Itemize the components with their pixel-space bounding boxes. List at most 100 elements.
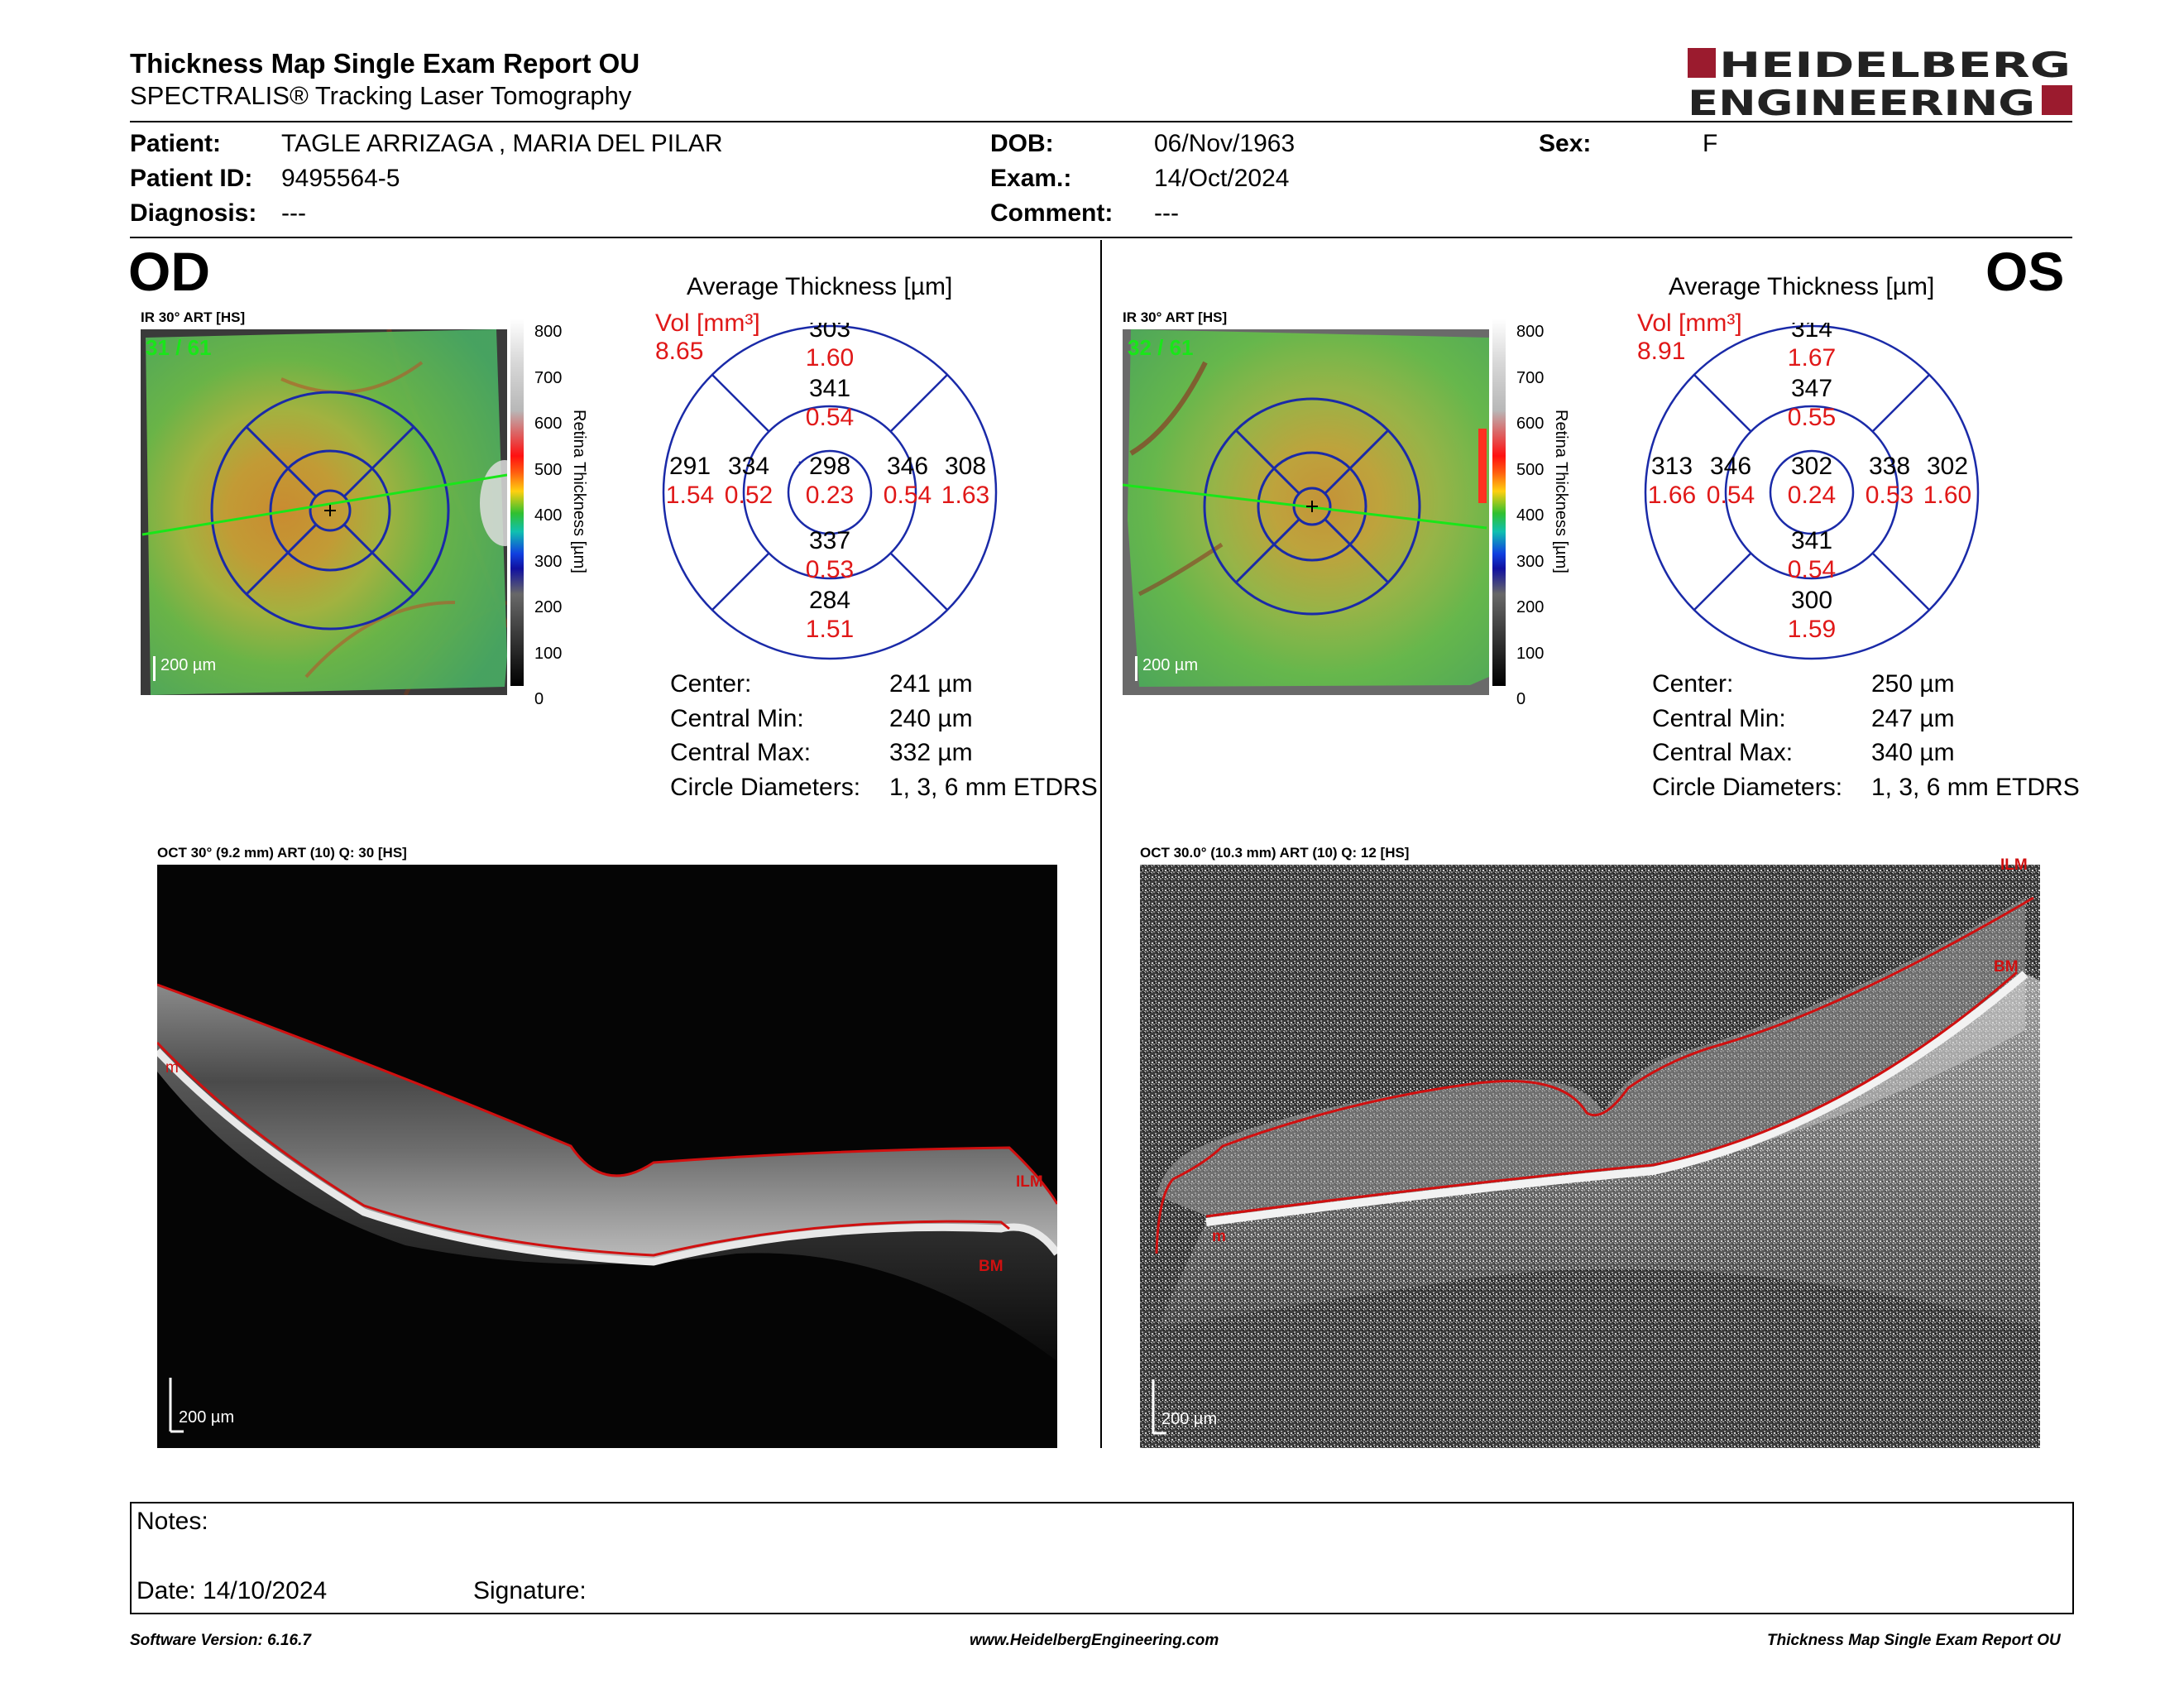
od-inner-superior: 341	[809, 375, 850, 402]
logo-line2: ENGINEERING	[1688, 83, 2035, 120]
od-inner-inferior-vol: 0.53	[806, 556, 854, 583]
od-outer-temporal-vol: 1.54	[666, 482, 714, 509]
patient-name: TAGLE ARRIZAGA , MARIA DEL PILAR	[281, 130, 723, 157]
os-scale-label: 200 µm	[1142, 656, 1199, 674]
os-inner-inferior-vol: 0.54	[1788, 556, 1836, 583]
os-max-label: Central Max:	[1652, 739, 1794, 766]
od-scale-bar	[153, 656, 156, 681]
od-vol-label: Vol [mm³]	[655, 309, 760, 337]
od-ilm-line	[157, 983, 1057, 1205]
os-bm-line	[1205, 971, 2018, 1218]
dob-value: 06/Nov/1963	[1154, 130, 1296, 157]
os-colorbar	[1492, 319, 1506, 686]
os-outer-temporal-vol: 1.66	[1648, 482, 1696, 509]
od-vol-total: 8.65	[655, 338, 704, 365]
os-inner-superior: 347	[1791, 375, 1832, 402]
os-avg-title: Average Thickness [µm]	[1669, 273, 1935, 300]
od-inner-nasal-vol: 0.54	[884, 482, 932, 509]
os-colorbar-title: Retina Thickness [µm]	[1552, 410, 1570, 573]
od-diam-label: Circle Diameters:	[670, 774, 861, 801]
od-outer-inferior-vol: 1.51	[806, 616, 854, 643]
od-oct-scale: 200 µm	[179, 1408, 235, 1427]
od-inner-superior-vol: 0.54	[806, 404, 854, 431]
footer-report-name: Thickness Map Single Exam Report OU	[1767, 1632, 2061, 1649]
od-outer-nasal-vol: 1.63	[941, 482, 989, 509]
od-inner-temporal: 334	[728, 453, 769, 480]
od-scan-line	[141, 473, 507, 536]
os-bm-label: BM	[1994, 958, 2019, 976]
od-scale-label: 200 µm	[160, 656, 217, 674]
report-title: Thickness Map Single Exam Report OU	[130, 48, 640, 79]
od-center-label: Center:	[670, 670, 752, 698]
header-rule	[130, 121, 2072, 122]
od-inner-inferior: 337	[809, 527, 850, 554]
dob-label: DOB:	[990, 130, 1054, 157]
os-min-label: Central Min:	[1652, 705, 1786, 732]
od-inner-temporal-vol: 0.52	[725, 482, 773, 509]
od-min-value: 240 µm	[889, 705, 973, 732]
os-inner-temporal-vol: 0.54	[1707, 482, 1755, 509]
os-scale-bar	[1135, 656, 1138, 681]
od-frame-count: 31 / 61	[146, 335, 212, 360]
os-max-value: 340 µm	[1871, 739, 1955, 766]
od-etdrs-overlay	[141, 391, 507, 631]
od-outer-superior: 303	[809, 323, 850, 343]
od-max-label: Central Max:	[670, 739, 812, 766]
patient-label: Patient:	[130, 130, 222, 157]
comment-label: Comment:	[990, 199, 1114, 227]
os-inner-nasal: 338	[1869, 453, 1910, 480]
os-oct-scale: 200 µm	[1161, 1410, 1218, 1428]
od-m-label: m	[165, 1059, 179, 1077]
od-outer-superior-vol: 1.60	[806, 344, 854, 372]
os-etdrs-grid: 314 1.67 347 0.55 313 1.66 346 0.54 302 …	[1644, 323, 1980, 660]
heidelberg-logo: HEIDELBERG ENGINEERING	[1688, 46, 2072, 120]
patient-id: 9495564-5	[281, 165, 400, 192]
os-vol-label: Vol [mm³]	[1637, 309, 1742, 337]
od-outer-nasal: 308	[945, 453, 986, 480]
od-inner-nasal: 346	[887, 453, 928, 480]
od-outer-temporal: 291	[669, 453, 711, 480]
os-colorbar-ticks: 800 700 600 500 400 300 200 100 0	[1516, 323, 1545, 708]
od-etdrs-grid: 303 1.60 341 0.54 291 1.54 334 0.52 298 …	[662, 323, 998, 660]
os-fundus-thickness-map	[1123, 329, 1489, 695]
os-etdrs-overlay	[1123, 397, 1487, 616]
od-avg-title: Average Thickness [µm]	[687, 273, 953, 300]
os-inner-superior-vol: 0.55	[1788, 404, 1836, 431]
sex-label: Sex:	[1539, 130, 1592, 157]
od-min-label: Central Min:	[670, 705, 804, 732]
signature-label: Signature:	[473, 1577, 587, 1604]
os-vol-total: 8.91	[1637, 338, 1686, 365]
notes-date: Date: 14/10/2024	[136, 1577, 328, 1604]
os-outer-superior: 314	[1791, 323, 1832, 343]
os-ilm-label: ILM	[2000, 856, 2028, 874]
os-min-value: 247 µm	[1871, 705, 1955, 732]
os-oct-bscan	[1140, 865, 2040, 1448]
od-center-value: 241 µm	[889, 670, 973, 698]
os-outer-inferior: 300	[1791, 587, 1832, 614]
os-outer-inferior-vol: 1.59	[1788, 616, 1836, 643]
sex-value: F	[1703, 130, 1718, 157]
os-diam-value: 1, 3, 6 mm ETDRS	[1871, 774, 2080, 801]
os-m-label: m	[1212, 1228, 1226, 1245]
od-bm-line	[157, 1041, 1010, 1257]
os-scan-line	[1123, 483, 1487, 530]
os-diam-label: Circle Diameters:	[1652, 774, 1843, 801]
os-ir-caption: IR 30° ART [HS]	[1123, 309, 1228, 325]
report-subtitle: SPECTRALIS® Tracking Laser Tomography	[130, 81, 632, 110]
od-outer-inferior: 284	[809, 587, 850, 614]
os-ilm-line	[1155, 896, 2034, 1254]
notes-box	[130, 1502, 2074, 1614]
os-frame-count: 32 / 61	[1128, 335, 1194, 360]
od-fundus-thickness-map	[141, 329, 507, 695]
os-center-value: 250 µm	[1871, 670, 1955, 698]
od-oct-caption: OCT 30° (9.2 mm) ART (10) Q: 30 [HS]	[157, 845, 407, 861]
comment-value: ---	[1154, 199, 1179, 227]
os-outer-nasal: 302	[1927, 453, 1968, 480]
diagnosis-label: Diagnosis:	[130, 199, 257, 227]
os-oct-caption: OCT 30.0° (10.3 mm) ART (10) Q: 12 [HS]	[1140, 845, 1410, 861]
os-outer-nasal-vol: 1.60	[1923, 482, 1971, 509]
os-outer-temporal: 313	[1651, 453, 1693, 480]
od-colorbar-ticks: 800 700 600 500 400 300 200 100 0	[534, 323, 563, 708]
os-inner-nasal-vol: 0.53	[1866, 482, 1913, 509]
exam-value: 14/Oct/2024	[1154, 165, 1290, 192]
